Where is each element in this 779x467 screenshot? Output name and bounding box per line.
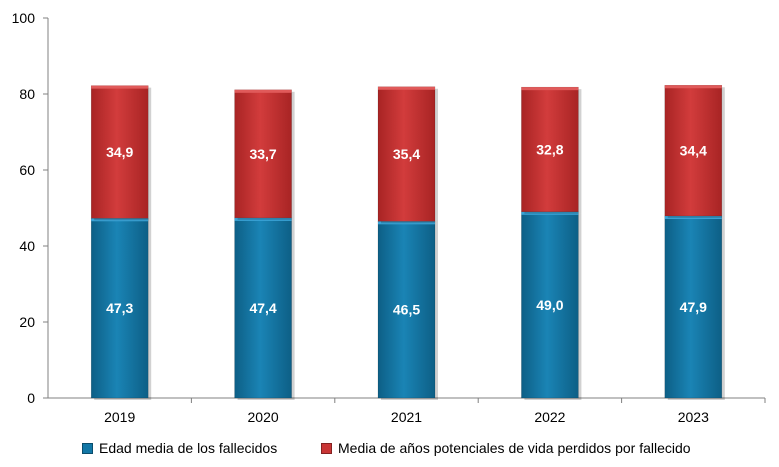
bar-segment bbox=[377, 221, 436, 399]
bar-segment bbox=[234, 89, 292, 219]
data-label: 35,4 bbox=[393, 146, 420, 162]
bar-segment bbox=[521, 86, 579, 213]
legend-label: Media de años potenciales de vida perdid… bbox=[338, 440, 691, 456]
bar-top-bevel bbox=[521, 211, 579, 215]
legend-swatch-red bbox=[321, 442, 332, 454]
y-tick-label: 40 bbox=[19, 238, 35, 254]
data-label: 34,9 bbox=[106, 144, 133, 160]
bar-segment bbox=[664, 215, 723, 399]
bar-top-bevel bbox=[378, 86, 435, 90]
data-label: 33,7 bbox=[249, 146, 276, 162]
legend-item-edad: Edad media de los fallecidos bbox=[82, 440, 277, 456]
bar-segment bbox=[521, 211, 579, 399]
data-label: 47,9 bbox=[680, 299, 707, 315]
y-tick-label: 20 bbox=[19, 314, 35, 330]
data-label: 49,0 bbox=[536, 297, 563, 313]
y-tick-label: 100 bbox=[12, 10, 36, 26]
bars bbox=[90, 85, 725, 400]
x-tick-label: 2023 bbox=[678, 409, 709, 425]
legend-swatch-blue bbox=[82, 442, 93, 454]
bar-top-bevel bbox=[91, 85, 149, 89]
data-label: 32,8 bbox=[536, 141, 563, 157]
axes: 0 20 40 60 80 100 2019 2020 2021 2022 2023 bbox=[12, 10, 766, 425]
bar-segment bbox=[90, 218, 149, 399]
bar-segment bbox=[234, 217, 292, 399]
legend-label: Edad media de los fallecidos bbox=[99, 440, 278, 456]
bar-top-bevel bbox=[234, 217, 292, 221]
bar-top-bevel bbox=[664, 215, 722, 219]
bar-top-bevel bbox=[521, 87, 579, 91]
data-label: 46,5 bbox=[393, 302, 420, 318]
data-label: 47,3 bbox=[106, 300, 133, 316]
bar-top-bevel bbox=[234, 89, 292, 93]
y-tick-label: 60 bbox=[19, 162, 35, 178]
y-tick-label: 0 bbox=[27, 390, 35, 406]
data-label: 34,4 bbox=[680, 143, 707, 159]
bar-segment bbox=[90, 85, 149, 219]
x-tick-label: 2022 bbox=[534, 409, 565, 425]
bar-top-bevel bbox=[378, 221, 435, 225]
bar-segment bbox=[664, 85, 723, 217]
x-tick-label: 2019 bbox=[104, 409, 135, 425]
legend-item-media: Media de años potenciales de vida perdid… bbox=[321, 440, 691, 456]
x-tick-label: 2021 bbox=[391, 409, 422, 425]
bar-top-bevel bbox=[91, 218, 149, 222]
y-tick-label: 80 bbox=[19, 86, 35, 102]
legend: Edad media de los fallecidos Media de añ… bbox=[0, 440, 779, 462]
x-tick-label: 2020 bbox=[248, 409, 279, 425]
bar-top-bevel bbox=[664, 85, 722, 89]
data-label: 47,4 bbox=[249, 300, 276, 316]
data-labels: 47,3 34,9 47,4 33,7 46,5 35,4 49,0 32,8 47,9 34,4 bbox=[106, 141, 707, 317]
